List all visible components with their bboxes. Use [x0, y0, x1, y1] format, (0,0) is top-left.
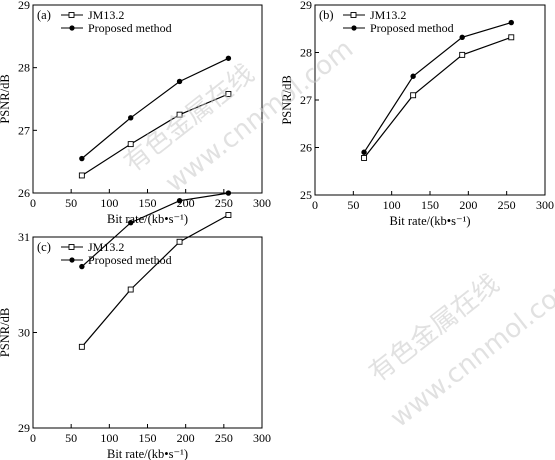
- x-tick-label: 300: [253, 196, 271, 210]
- data-point-square: [226, 213, 231, 218]
- data-point-dot: [177, 79, 182, 84]
- data-point-square: [226, 91, 231, 96]
- data-point-square: [177, 239, 182, 244]
- x-tick-label: 100: [100, 431, 118, 445]
- data-point-dot: [410, 74, 415, 79]
- y-tick-label: 27: [300, 93, 312, 107]
- data-point-square: [79, 173, 84, 178]
- data-point-square: [128, 142, 133, 147]
- x-tick-label: 150: [139, 196, 157, 210]
- data-point-dot: [226, 190, 231, 195]
- data-point-dot: [460, 35, 465, 40]
- x-tick-label: 250: [215, 196, 233, 210]
- legend-marker-square: [69, 13, 74, 18]
- data-point-dot: [509, 20, 514, 25]
- x-tick-label: 200: [459, 198, 477, 212]
- data-point-dot: [177, 198, 182, 203]
- y-tick-label: 29: [300, 0, 312, 12]
- data-point-square: [460, 52, 465, 57]
- chart-panel-3: 0 50 100 150 200 250 300 29 30 31 Bit rate/(kb•s⁻¹…: [0, 190, 271, 460]
- y-tick-label: 25: [300, 188, 312, 202]
- y-tick-label: 28: [18, 61, 30, 75]
- x-tick-label: 50: [347, 198, 359, 212]
- data-point-square: [411, 93, 416, 98]
- legend-label: Proposed method: [88, 253, 172, 267]
- x-axis-label: Bit rate/(kb•s⁻¹): [389, 214, 470, 228]
- data-point-dot: [128, 115, 133, 120]
- legend-marker-square: [69, 245, 74, 250]
- x-tick-label: 50: [65, 431, 77, 445]
- x-tick-label: 300: [536, 198, 554, 212]
- data-point-square: [509, 35, 514, 40]
- data-point-dot: [79, 156, 84, 161]
- y-tick-label: 27: [18, 123, 30, 137]
- x-axis-label: Bit rate/(kb•s⁻¹): [107, 212, 188, 226]
- data-point-square: [177, 112, 182, 117]
- series-line: [364, 37, 511, 158]
- legend-marker-dot: [351, 25, 356, 30]
- data-point-square: [79, 344, 84, 349]
- x-tick-label: 150: [421, 198, 439, 212]
- x-tick-label: 100: [383, 198, 401, 212]
- y-tick-label: 26: [300, 141, 312, 155]
- y-tick-label: 29: [18, 421, 30, 435]
- legend-label: Proposed method: [88, 21, 172, 35]
- data-point-square: [128, 287, 133, 292]
- series-line: [82, 215, 229, 347]
- x-tick-label: 0: [30, 431, 36, 445]
- series-line: [82, 58, 229, 158]
- legend-label: Proposed method: [370, 21, 454, 35]
- legend-marker-square: [351, 13, 356, 18]
- data-point-dot: [361, 150, 366, 155]
- legend-label: JM13.2: [88, 8, 124, 22]
- x-axis-label: Bit rate/(kb•s⁻¹): [107, 447, 188, 460]
- legend-label: JM13.2: [370, 8, 406, 22]
- x-tick-label: 250: [215, 431, 233, 445]
- x-tick-label: 250: [498, 198, 516, 212]
- data-point-square: [362, 155, 367, 160]
- y-tick-label: 31: [18, 230, 30, 244]
- legend-marker-dot: [69, 25, 74, 30]
- legend-marker-dot: [69, 257, 74, 262]
- x-tick-label: 100: [100, 196, 118, 210]
- panel-label: (b): [319, 8, 334, 22]
- panel-label: (c): [37, 240, 51, 254]
- x-tick-label: 50: [65, 196, 77, 210]
- x-tick-label: 200: [177, 431, 195, 445]
- series-line: [82, 94, 229, 176]
- legend-label: JM13.2: [88, 240, 124, 254]
- y-axis-label: PSNR/dB: [0, 74, 12, 123]
- data-point-dot: [128, 220, 133, 225]
- y-tick-label: 28: [300, 46, 312, 60]
- series-line: [364, 23, 511, 153]
- x-tick-label: 0: [312, 198, 318, 212]
- y-tick-label: 26: [18, 186, 30, 200]
- panel-label: (a): [37, 8, 51, 22]
- data-point-dot: [79, 264, 84, 269]
- y-tick-label: 29: [18, 0, 30, 12]
- x-tick-label: 150: [139, 431, 157, 445]
- data-point-dot: [226, 56, 231, 61]
- y-tick-label: 30: [18, 326, 30, 340]
- x-tick-label: 0: [30, 196, 36, 210]
- chart-panel-2: 0 50 100 150 200 250 300 25 26 27 28 29 Bit rate/(kb…: [280, 0, 554, 228]
- y-axis-label: PSNR/dB: [0, 308, 12, 357]
- x-tick-label: 300: [253, 431, 271, 445]
- y-axis-label: PSNR/dB: [280, 75, 294, 124]
